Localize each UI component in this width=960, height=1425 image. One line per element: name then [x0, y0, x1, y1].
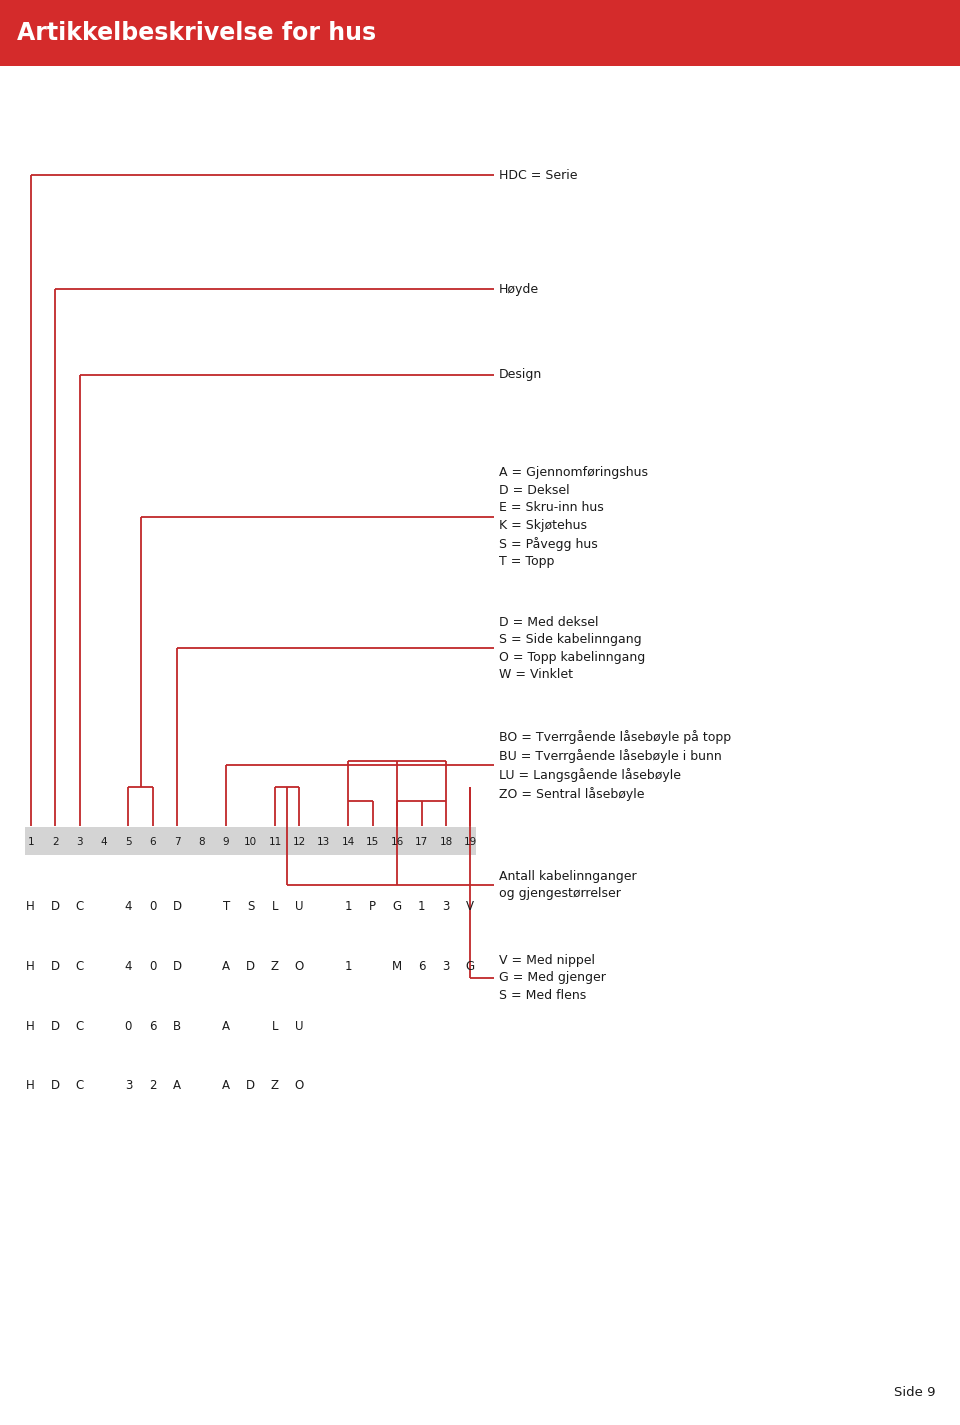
- Text: 1: 1: [28, 836, 34, 848]
- Text: 0: 0: [125, 1019, 132, 1033]
- Text: Antall kabelinnganger
og gjengestørrelser: Antall kabelinnganger og gjengestørrelse…: [499, 869, 636, 901]
- Text: Side 9: Side 9: [895, 1387, 936, 1399]
- Text: 4: 4: [125, 959, 132, 973]
- Text: M: M: [392, 959, 402, 973]
- Text: C: C: [76, 1019, 84, 1033]
- Text: D: D: [51, 1019, 60, 1033]
- Text: V: V: [467, 899, 474, 913]
- Text: 1: 1: [345, 899, 352, 913]
- Text: C: C: [76, 959, 84, 973]
- Text: U: U: [295, 1019, 303, 1033]
- Text: H: H: [26, 1019, 36, 1033]
- Text: 5: 5: [125, 836, 132, 848]
- Text: BO = Tverrgående låsebøyle på topp
BU = Tverrgående låsebøyle i bunn
LU = Langsg: BO = Tverrgående låsebøyle på topp BU = …: [499, 730, 732, 801]
- Text: D: D: [246, 1079, 255, 1093]
- Text: A: A: [222, 1019, 230, 1033]
- Text: G: G: [393, 899, 401, 913]
- Text: 2: 2: [52, 836, 59, 848]
- Text: Design: Design: [499, 368, 542, 382]
- Text: HDC = Serie: HDC = Serie: [499, 168, 578, 182]
- Bar: [25, 826, 476, 855]
- Text: 14: 14: [342, 836, 355, 848]
- Text: 11: 11: [269, 836, 281, 848]
- Text: D: D: [51, 899, 60, 913]
- Text: 2: 2: [149, 1079, 156, 1093]
- Text: A: A: [173, 1079, 181, 1093]
- Text: H: H: [26, 899, 36, 913]
- Text: 3: 3: [76, 836, 83, 848]
- Text: Høyde: Høyde: [499, 282, 540, 296]
- Text: 0: 0: [149, 899, 156, 913]
- Text: L: L: [272, 899, 278, 913]
- Text: V = Med nippel
G = Med gjenger
S = Med flens: V = Med nippel G = Med gjenger S = Med f…: [499, 953, 606, 1002]
- Text: A: A: [222, 959, 230, 973]
- Text: 6: 6: [150, 836, 156, 848]
- Text: 17: 17: [415, 836, 428, 848]
- Text: 18: 18: [440, 836, 452, 848]
- Text: S: S: [247, 899, 254, 913]
- Text: H: H: [26, 959, 36, 973]
- Text: D = Med deksel
S = Side kabelinngang
O = Topp kabelinngang
W = Vinklet: D = Med deksel S = Side kabelinngang O =…: [499, 616, 645, 681]
- Text: A = Gjennomføringshus
D = Deksel
E = Skru-inn hus
K = Skjøtehus
S = Påvegg hus
T: A = Gjennomføringshus D = Deksel E = Skr…: [499, 466, 648, 569]
- Text: 1: 1: [345, 959, 352, 973]
- Text: 0: 0: [149, 959, 156, 973]
- Text: O: O: [295, 1079, 304, 1093]
- Text: A: A: [222, 1079, 230, 1093]
- Text: 12: 12: [293, 836, 306, 848]
- Text: 19: 19: [464, 836, 477, 848]
- Bar: [0, 0, 960, 66]
- Text: C: C: [76, 1079, 84, 1093]
- Text: 9: 9: [223, 836, 229, 848]
- Text: 7: 7: [174, 836, 180, 848]
- Text: 3: 3: [443, 899, 449, 913]
- Text: U: U: [295, 899, 303, 913]
- Text: 13: 13: [317, 836, 330, 848]
- Text: T: T: [223, 899, 229, 913]
- Text: 8: 8: [199, 836, 205, 848]
- Text: D: D: [246, 959, 255, 973]
- Text: D: D: [173, 959, 181, 973]
- Text: P: P: [370, 899, 376, 913]
- Text: 1: 1: [418, 899, 425, 913]
- Text: Artikkelbeskrivelse for hus: Artikkelbeskrivelse for hus: [17, 21, 376, 44]
- Text: H: H: [26, 1079, 36, 1093]
- Text: L: L: [272, 1019, 278, 1033]
- Text: 3: 3: [125, 1079, 132, 1093]
- Text: O: O: [295, 959, 304, 973]
- Text: B: B: [173, 1019, 181, 1033]
- Text: G: G: [466, 959, 475, 973]
- Text: 15: 15: [366, 836, 379, 848]
- Text: C: C: [76, 899, 84, 913]
- Text: Z: Z: [271, 1079, 279, 1093]
- Text: 6: 6: [418, 959, 425, 973]
- Text: 6: 6: [149, 1019, 156, 1033]
- Text: 4: 4: [125, 899, 132, 913]
- Text: 16: 16: [391, 836, 404, 848]
- Text: Z: Z: [271, 959, 279, 973]
- Text: D: D: [173, 899, 181, 913]
- Text: 3: 3: [443, 959, 449, 973]
- Text: D: D: [51, 1079, 60, 1093]
- Text: D: D: [51, 959, 60, 973]
- Text: 10: 10: [244, 836, 257, 848]
- Text: 4: 4: [101, 836, 108, 848]
